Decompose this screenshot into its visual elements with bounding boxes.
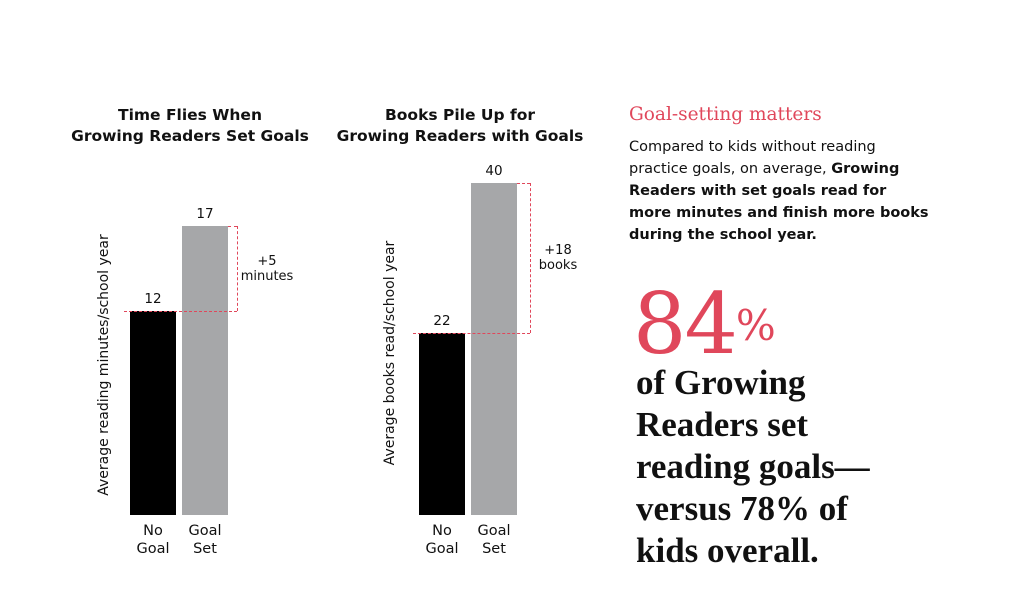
bar <box>182 226 228 515</box>
chart-title: Books Pile Up for <box>384 106 536 124</box>
x-tick-label: Goal Set <box>188 523 222 557</box>
reference-line <box>413 332 530 334</box>
body-text: Compared to kids without reading practic… <box>629 139 876 177</box>
bar <box>419 332 465 515</box>
value-label: 40 <box>485 163 503 180</box>
bar <box>130 311 176 515</box>
reference-line <box>237 226 238 311</box>
x-tick-label: No Goal <box>136 523 170 557</box>
value-label: 17 <box>196 206 214 222</box>
x-tick-label: No Goal <box>425 523 459 557</box>
y-axis-label: Average reading minutes/school year <box>96 234 112 496</box>
chart-title: Growing Readers Set Goals <box>71 127 309 145</box>
reference-line <box>228 226 237 227</box>
body-bold-text: Growing Readers with set goals read for … <box>629 161 929 243</box>
reference-line <box>517 183 530 185</box>
value-label: 12 <box>144 291 162 307</box>
chart-title: Time Flies When <box>118 106 262 124</box>
statement: of Growing Readers set reading goals—ver… <box>636 363 870 570</box>
reference-line <box>124 311 237 312</box>
stat: 84% <box>633 275 776 373</box>
callout-heading: Goal-setting matters <box>629 104 822 125</box>
reference-line <box>530 183 531 333</box>
chart-title: Growing Readers with Goals <box>336 127 584 145</box>
callout-body: Compared to kids without reading practic… <box>629 136 929 246</box>
stat-suffix: % <box>735 301 776 350</box>
value-label: 22 <box>433 312 451 329</box>
annotation: +5 minutes <box>240 253 294 284</box>
y-axis-label: Average books read/school year <box>382 240 398 466</box>
stat-value: 84 <box>633 275 738 373</box>
x-tick-label: Goal Set <box>477 523 511 557</box>
annotation: +18 books <box>538 242 578 273</box>
bar <box>471 183 517 515</box>
